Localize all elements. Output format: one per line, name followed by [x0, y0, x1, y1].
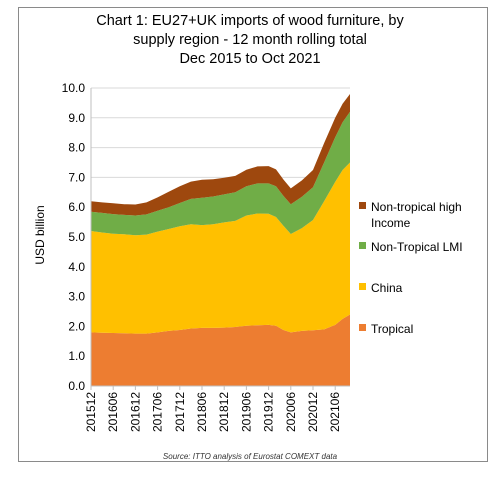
legend-label: Tropical	[371, 322, 413, 336]
legend-swatch	[359, 242, 366, 249]
legend-label: Income	[371, 216, 411, 230]
x-tick-label: 202012	[306, 392, 320, 432]
y-tick-label: 8.0	[68, 141, 85, 155]
y-tick-labels: 0.0 1.0 2.0 3.0 4.0 5.0 6.0 7.0 8.0 9.0 10.0	[62, 81, 86, 393]
y-tick-label: 6.0	[68, 200, 85, 214]
y-tick-label: 10.0	[62, 81, 86, 95]
area-non-tropical-high-income	[91, 94, 350, 216]
x-tick-label: 201612	[128, 392, 142, 432]
x-tick-label: 202106	[328, 392, 342, 432]
y-tick-label: 0.0	[68, 379, 85, 393]
legend-label: Non-tropical high	[371, 200, 462, 214]
x-tick-label: 201912	[262, 392, 276, 432]
legend: Non-tropical high Income Non-Tropical LMI C…	[359, 200, 463, 336]
legend-item: Non-tropical high Income	[359, 200, 462, 230]
y-tick-label: 2.0	[68, 319, 85, 333]
legend-item: Non-Tropical LMI	[359, 240, 463, 254]
legend-label: Non-Tropical LMI	[371, 240, 463, 254]
legend-item: Tropical	[359, 322, 413, 336]
legend-swatch	[359, 283, 366, 290]
axes	[90, 88, 350, 387]
legend-item: China	[359, 281, 403, 295]
legend-swatch	[359, 324, 366, 331]
series-areas	[91, 94, 350, 386]
area-china	[91, 162, 350, 334]
chart-title: Chart 1: EU27+UK imports of wood furnitu…	[0, 12, 500, 69]
chart-title-line-1: Chart 1: EU27+UK imports of wood furnitu…	[96, 13, 404, 29]
y-tick-label: 7.0	[68, 170, 85, 184]
x-tick-label: 201806	[195, 392, 209, 432]
area-non-tropical-lmi	[91, 111, 350, 236]
x-tick-label: 201706	[151, 392, 165, 432]
area-tropical	[91, 314, 350, 386]
x-tick-labels: 201512 201606 201612 201706 201712 201806 2018…	[84, 386, 342, 432]
y-tick-label: 9.0	[68, 111, 85, 125]
y-tick-label: 3.0	[68, 290, 85, 304]
y-axis-label: USD billion	[33, 205, 47, 264]
y-tick-label: 5.0	[68, 230, 85, 244]
source-note: Source: ITTO analysis of Eurostat COMEXT…	[162, 452, 338, 461]
chart-title-line-3: Dec 2015 to Oct 2021	[179, 51, 321, 67]
chart-title-line-2: supply region - 12 month rolling total	[133, 32, 367, 48]
legend-label: China	[371, 281, 403, 295]
x-tick-label: 201512	[84, 392, 98, 432]
x-tick-label: 201712	[173, 392, 187, 432]
legend-swatch	[359, 202, 366, 209]
x-tick-label: 202006	[284, 392, 298, 432]
x-tick-label: 201606	[106, 392, 120, 432]
y-tick-label: 4.0	[68, 260, 85, 274]
x-tick-label: 201906	[239, 392, 253, 432]
x-tick-label: 201812	[217, 392, 231, 432]
y-tick-label: 1.0	[68, 349, 85, 363]
